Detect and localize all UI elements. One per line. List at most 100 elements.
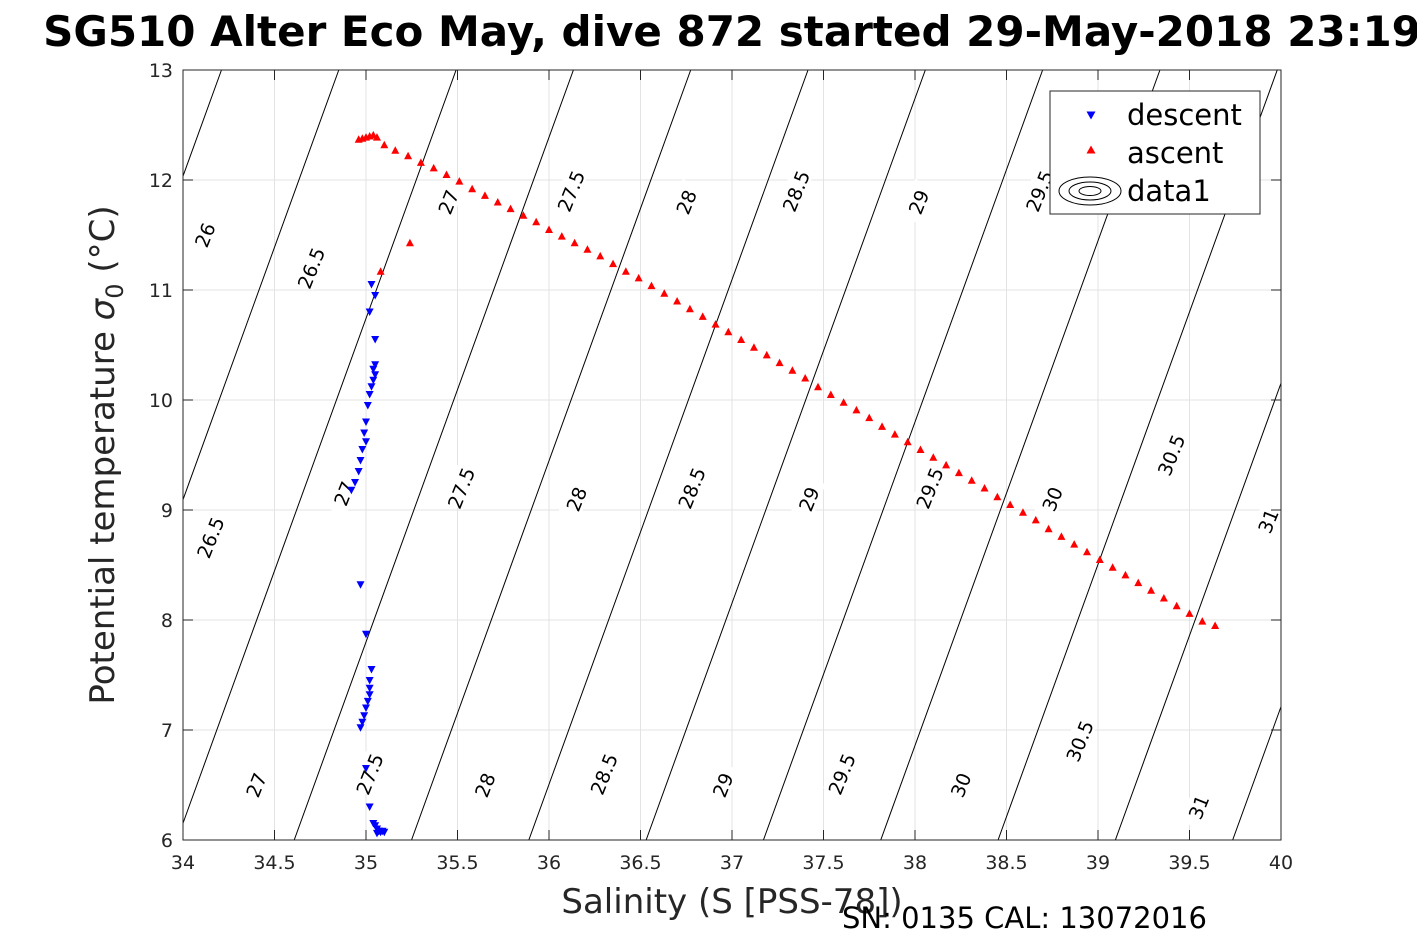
ascent-marker — [1018, 508, 1027, 516]
contour-label: 29.5 — [823, 750, 861, 798]
x-tick-label: 40 — [1269, 852, 1293, 874]
contour-label: 30 — [942, 761, 978, 808]
descent-marker — [362, 418, 370, 426]
contour-label-bg — [942, 761, 978, 808]
contour-label-text: 26.5 — [193, 514, 229, 561]
contour-label-bg — [429, 178, 466, 225]
ascent-marker — [405, 238, 414, 247]
contour-label: 27.5 — [351, 751, 389, 798]
ascent-marker — [372, 133, 381, 141]
contour-label-bg — [704, 761, 740, 808]
ascent-marker — [429, 163, 438, 172]
contour-label: 28 — [667, 178, 704, 225]
ascent-marker — [1108, 563, 1117, 571]
y-tick-label: 10 — [149, 390, 173, 412]
legend: descent ascent data1 — [1049, 90, 1261, 215]
ascent-marker — [685, 304, 694, 313]
ascent-marker — [1057, 532, 1066, 540]
contour-label-bg — [667, 178, 704, 225]
chart-title: SG510 Alter Eco May, dive 872 started 29… — [43, 7, 1417, 56]
contour-label: 30.5 — [1152, 431, 1190, 479]
descent-marker — [362, 438, 370, 446]
descent-marker — [365, 684, 374, 693]
x-tick-label: 34.5 — [253, 852, 295, 874]
descent-marker — [380, 828, 389, 837]
descent-marker — [356, 724, 365, 732]
contour-label: 28 — [557, 475, 594, 522]
x-tick-label: 37.5 — [802, 852, 844, 874]
ascent-marker — [1185, 609, 1194, 617]
contour-label: 29 — [900, 178, 936, 225]
ascent-marker — [404, 151, 413, 160]
contour-label-bg — [900, 178, 936, 225]
descent-marker — [371, 371, 380, 379]
contour-label: 26 — [186, 211, 222, 258]
descent-marker — [356, 581, 365, 589]
contour-label: 31 — [1180, 783, 1216, 830]
y-axis-label: Potential temperature σ0 (°C) — [83, 205, 129, 704]
ascent-marker — [1159, 594, 1168, 602]
y-tick-label: 13 — [149, 60, 173, 82]
density-contour-line — [762, 70, 1044, 840]
contour-label: 29 — [704, 761, 740, 808]
contour-label-text: 30.5 — [1063, 718, 1099, 765]
ascent-marker — [1083, 547, 1092, 556]
descent-marker — [367, 383, 376, 391]
x-tick-label: 39 — [1086, 852, 1110, 874]
ascent-marker — [711, 320, 720, 328]
contour-label-text: 28.5 — [675, 465, 711, 512]
ascent-marker — [455, 177, 464, 185]
y-tick-label: 6 — [161, 830, 173, 852]
contour-label-text: 27.5 — [554, 168, 590, 215]
descent-marker — [363, 402, 372, 410]
ascent-marker — [788, 366, 797, 374]
axis-ticks: 34 34.5 35 35.5 36 36.5 37 37.5 38 38.5 39 39.5 40 6 7… — [149, 60, 1293, 874]
contour-label-bg — [823, 750, 859, 797]
ascent-marker — [519, 211, 528, 219]
descent-marker — [371, 361, 380, 369]
x-tick-label: 39.5 — [1168, 852, 1210, 874]
ascent-marker — [468, 184, 477, 193]
contour-label: 27.5 — [552, 168, 590, 215]
descent-marker — [351, 479, 360, 487]
descent-marker — [371, 336, 380, 344]
ascent-marker — [698, 312, 707, 320]
descent-marker — [365, 391, 374, 399]
ascent-marker — [583, 245, 592, 253]
descent-marker — [369, 365, 378, 374]
ascent-marker — [647, 281, 656, 290]
legend-contour-icon — [1058, 176, 1122, 206]
y-tick-label: 11 — [149, 280, 173, 302]
ascent-marker — [762, 350, 771, 359]
legend-descent-label: descent — [1127, 98, 1242, 132]
x-axis-label: Salinity (S [PSS-78]) — [561, 882, 902, 922]
descent-marker — [363, 697, 372, 706]
ascent-marker — [532, 217, 541, 226]
ascent-marker — [596, 251, 605, 260]
descent-marker — [356, 457, 365, 465]
ascent-marker — [1198, 617, 1207, 625]
descent-marker — [365, 308, 374, 316]
ascent-marker — [1211, 621, 1220, 629]
contour-label-text: 28.5 — [779, 168, 815, 215]
contour-label: 29 — [790, 475, 826, 522]
contour-label-text: 27.5 — [444, 465, 480, 512]
contour-label-bg — [557, 475, 594, 522]
descent-marker — [371, 292, 380, 300]
ascent-marker — [1095, 555, 1104, 563]
ascent-marker — [801, 374, 810, 382]
contour-label-bg — [585, 750, 621, 797]
contour-label-bg — [1152, 431, 1188, 478]
contour-label: 27 — [429, 178, 466, 225]
serial-calibration-text: SN: 0135 CAL: 13072016 — [842, 901, 1207, 935]
y-tick-label: 8 — [161, 610, 173, 632]
contour-label: 27 — [237, 761, 273, 808]
ascent-marker — [814, 382, 823, 391]
descent-marker — [347, 486, 356, 495]
x-tick-label: 36 — [537, 852, 561, 874]
contour-label: 30 — [1033, 475, 1070, 522]
density-contour-line — [411, 70, 692, 840]
ascent-marker — [1006, 500, 1015, 508]
descent-marker — [365, 803, 374, 811]
